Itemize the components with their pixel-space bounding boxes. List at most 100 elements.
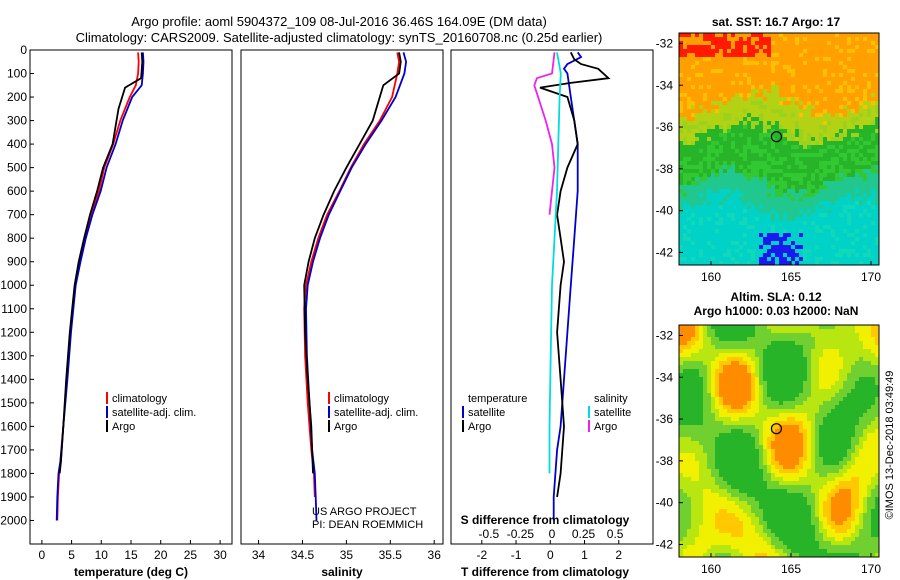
map-cell [743,129,748,134]
map-cell [707,201,712,206]
map-cell [735,85,740,90]
map-cell [731,49,736,54]
map-cell [779,357,784,362]
map-cell [803,85,808,90]
map-cell [711,101,716,106]
map-cell [735,149,740,154]
legend-temperature-header: temperature [468,393,527,405]
map-cell [839,425,844,430]
map-cell [839,353,844,358]
map-cell [815,185,820,190]
map-cell [747,429,752,434]
map-cell [795,473,800,478]
map-cell [703,49,708,54]
map-cell [711,57,716,62]
map-cell [811,169,816,174]
map-cell [715,113,720,118]
map-cell [859,185,864,190]
map-cell [707,441,712,446]
map-cell [807,257,812,262]
map-cell [855,73,860,78]
map-y-tick-label: -32 [656,36,674,50]
map-cell [775,165,780,170]
map-cell [867,141,872,146]
map-cell [759,365,764,370]
map-cell [743,349,748,354]
map-cell [679,457,684,462]
map-cell [843,341,848,346]
map-cell [703,149,708,154]
map-cell [703,129,708,134]
map-cell [819,113,824,118]
map-cell [723,329,728,334]
map-cell [815,445,820,450]
map-cell [703,165,708,170]
map-cell [803,385,808,390]
map-cell [835,45,840,50]
map-cell [803,109,808,114]
map-cell [703,109,708,114]
map-cell [791,461,796,466]
map-cell [739,369,744,374]
map-cell [811,365,816,370]
map-cell [723,213,728,218]
map-cell [807,157,812,162]
map-cell [763,345,768,350]
map-cell [695,133,700,138]
map-cell [779,333,784,338]
map-cell [723,45,728,50]
map-cell [815,101,820,106]
map-cell [871,237,876,242]
map-cell [847,261,852,266]
map-cell [855,149,860,154]
map-cell [731,105,736,110]
map-cell [779,413,784,418]
map-cell [803,465,808,470]
map-cell [835,433,840,438]
map-cell [803,173,808,178]
map-cell [863,445,868,450]
map-cell [751,341,756,346]
map-cell [755,209,760,214]
map-cell [779,257,784,262]
map-cell [759,449,764,454]
map-cell [787,109,792,114]
map-cell [755,125,760,130]
map-cell [759,97,764,102]
map-cell [703,345,708,350]
map-cell [851,193,856,198]
map-cell [695,473,700,478]
map-cell [827,397,832,402]
map-cell [759,385,764,390]
map-cell [751,137,756,142]
map-cell [799,261,804,266]
map-cell [767,365,772,370]
map-cell [823,93,828,98]
map-cell [799,209,804,214]
map-cell [711,77,716,82]
map-cell [763,449,768,454]
map-cell [791,337,796,342]
map-cell [795,345,800,350]
map-cell [847,141,852,146]
map-cell [699,189,704,194]
map-cell [755,145,760,150]
map-cell [807,65,812,70]
map-cell [871,441,876,446]
map-cell [823,373,828,378]
map-cell [859,241,864,246]
map-cell [791,473,796,478]
map-cell [755,349,760,354]
map-cell [779,53,784,58]
map-cell [715,345,720,350]
map-cell [751,373,756,378]
map-cell [779,97,784,102]
map-cell [739,449,744,454]
map-cell [827,117,832,122]
map-cell [839,165,844,170]
map-cell [687,193,692,198]
map-cell [763,225,768,230]
map-cell [807,329,812,334]
map-cell [839,185,844,190]
map-cell [703,201,708,206]
